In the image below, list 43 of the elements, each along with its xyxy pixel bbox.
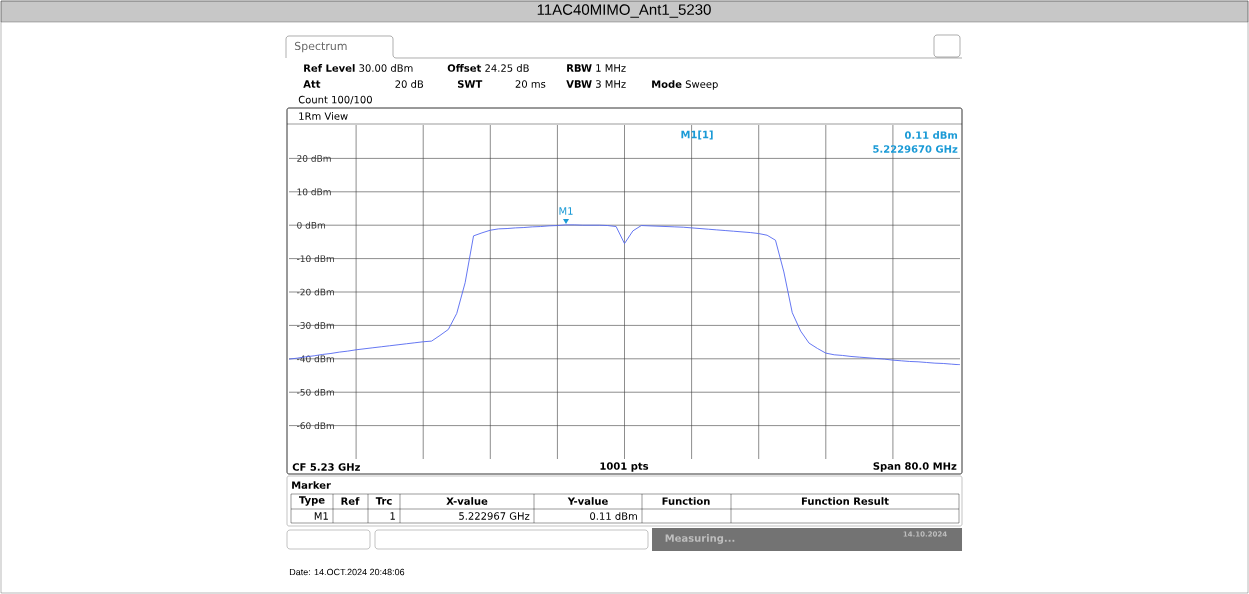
- text: M1: [314, 512, 328, 520]
- annotation: 5.2229670 GHz: [873, 145, 958, 153]
- text: 1Rm View: [299, 112, 348, 120]
- y-tick-label: 10 dBm: [297, 188, 331, 196]
- text: Span 80.0 MHz: [873, 462, 957, 472]
- y-tick-label: -10 dBm: [296, 255, 334, 263]
- text: 20 dB: [395, 80, 424, 88]
- text: Ref: [341, 497, 360, 505]
- text: Count 100/100: [298, 95, 372, 105]
- text: CF 5.23 GHz: [292, 463, 360, 471]
- text: Measuring...: [665, 534, 735, 544]
- text: Type: [299, 496, 325, 506]
- text: 20 ms: [515, 80, 546, 88]
- chart-title: 11AC40MIMO_Ant1_5230: [537, 4, 711, 18]
- text: Mode Sweep: [652, 80, 718, 90]
- text: Function: [662, 497, 710, 505]
- text: Trc: [375, 497, 392, 505]
- y-tick-label: -30 dBm: [296, 321, 334, 329]
- text: Y-value: [567, 497, 608, 505]
- y-tick-label: 0 dBm: [297, 221, 325, 229]
- text: SWT: [457, 80, 483, 88]
- text: Att: [303, 80, 321, 88]
- text: Offset 24.25 dB: [447, 64, 529, 72]
- text: X-value: [446, 497, 488, 505]
- annotation: 0.11 dBm: [904, 131, 958, 139]
- y-tick-label: -40 dBm: [296, 355, 334, 363]
- text: 1: [390, 512, 395, 520]
- annotation: M1[1]: [681, 130, 713, 140]
- text: 5.222967 GHz: [459, 512, 530, 520]
- text: RBW 1 MHz: [567, 64, 626, 72]
- y-tick-label: 20 dBm: [297, 154, 331, 162]
- y-tick-label: -20 dBm: [296, 288, 334, 296]
- text: Ref Level 30.00 dBm: [304, 64, 413, 72]
- text: Marker: [292, 481, 331, 489]
- text: 1001 pts: [600, 462, 649, 472]
- annotation: M1: [559, 207, 573, 215]
- text: Function Result: [801, 497, 889, 505]
- text: Spectrum: [294, 41, 347, 53]
- text: Date: 14.OCT.2024 20:48:06: [289, 568, 405, 576]
- text: VBW 3 MHz: [566, 80, 626, 88]
- y-tick-label: -60 dBm: [296, 422, 334, 430]
- y-tick-label: -50 dBm: [296, 388, 334, 396]
- text: 0.11 dBm: [590, 512, 637, 520]
